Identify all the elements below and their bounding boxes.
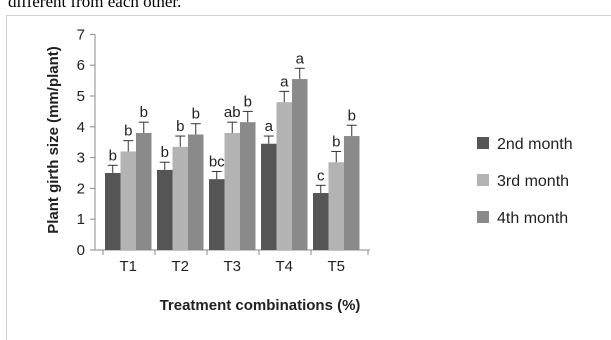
y-tick-label: 7 xyxy=(77,26,85,43)
bar xyxy=(209,179,225,250)
significance-label: b xyxy=(244,93,252,110)
significance-label: b xyxy=(124,123,132,140)
y-tick-label: 4 xyxy=(77,119,85,136)
significance-label: b xyxy=(109,147,117,164)
bar xyxy=(120,151,136,250)
chart-border xyxy=(6,15,611,340)
legend-label: 3rd month xyxy=(497,173,569,190)
significance-label: b xyxy=(332,133,340,150)
legend-swatch xyxy=(477,137,489,149)
bar xyxy=(344,136,360,250)
bar xyxy=(240,122,256,250)
significance-label: bc xyxy=(209,153,225,170)
significance-label: b xyxy=(176,118,184,135)
bar xyxy=(105,173,121,250)
bar xyxy=(261,143,277,250)
y-tick-label: 5 xyxy=(77,88,85,105)
x-tick-label: T4 xyxy=(275,258,293,275)
legend-label: 4th month xyxy=(497,210,568,227)
bar xyxy=(224,132,240,250)
x-axis-label: Treatment combinations (%) xyxy=(160,297,361,314)
significance-label: b xyxy=(192,106,200,123)
x-tick-label: T2 xyxy=(171,258,189,275)
significance-label: ab xyxy=(224,104,241,121)
significance-label: b xyxy=(140,104,148,121)
bar xyxy=(136,132,152,250)
bar xyxy=(292,79,308,250)
bar xyxy=(157,169,173,250)
y-tick-label: 6 xyxy=(77,57,85,74)
y-tick-label: 1 xyxy=(77,211,85,228)
x-tick-label: T1 xyxy=(119,258,137,275)
significance-label: b xyxy=(348,107,356,124)
legend-swatch xyxy=(477,174,489,186)
bar xyxy=(276,102,292,250)
legend-label: 2nd month xyxy=(497,136,573,153)
bar xyxy=(328,162,344,250)
caption-fragment: different from each other. xyxy=(8,0,182,11)
significance-label: a xyxy=(296,50,305,67)
x-tick-label: T3 xyxy=(223,258,241,275)
significance-label: c xyxy=(317,167,325,184)
x-tick-label: T5 xyxy=(327,258,345,275)
y-tick-label: 2 xyxy=(77,180,85,197)
y-tick-label: 0 xyxy=(77,242,85,259)
significance-label: b xyxy=(161,144,169,161)
y-tick-label: 3 xyxy=(77,150,85,167)
bar xyxy=(313,193,329,250)
bar xyxy=(188,134,204,250)
significance-label: a xyxy=(280,73,289,90)
bar xyxy=(172,146,188,250)
y-axis-label: Plant girth size (mm/plant) xyxy=(45,46,62,234)
legend-swatch xyxy=(477,211,489,223)
significance-label: a xyxy=(265,118,274,135)
